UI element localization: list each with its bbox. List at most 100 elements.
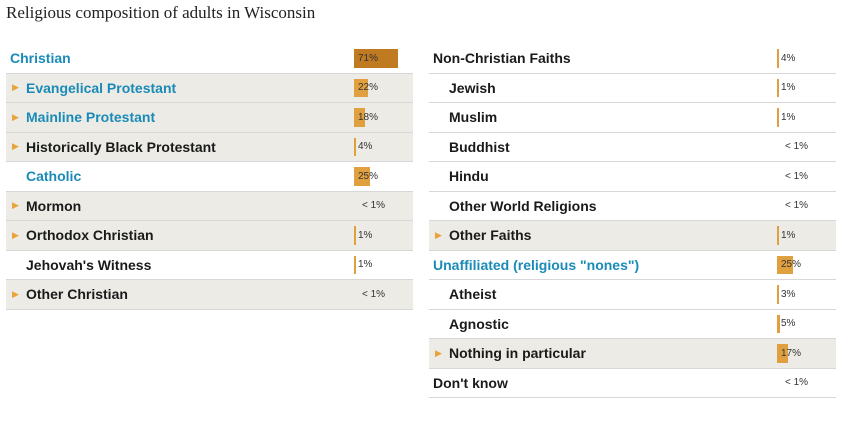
- bar-cell: < 1%: [777, 133, 837, 162]
- row-label: Other Faiths: [449, 227, 532, 244]
- bar-value-label: < 1%: [362, 200, 386, 212]
- expand-arrow-icon[interactable]: ▶: [12, 288, 19, 299]
- bar-cell: 1%: [777, 103, 837, 132]
- bar-value-label: 71%: [358, 52, 379, 64]
- expand-arrow-icon[interactable]: ▶: [12, 82, 19, 93]
- bar: [777, 108, 779, 127]
- expand-arrow-icon[interactable]: ▶: [12, 111, 19, 122]
- bar-value-label: < 1%: [362, 288, 386, 300]
- bar-cell: 1%: [777, 221, 837, 250]
- row-label: Christian: [10, 50, 71, 67]
- table-row: Agnostic 5%: [429, 309, 837, 339]
- table-row: Unaffiliated (religious "nones") 25%: [429, 250, 837, 280]
- table-row: Other World Religions < 1%: [429, 191, 837, 221]
- table-row: Atheist 3%: [429, 280, 836, 310]
- expand-arrow-icon[interactable]: ▶: [12, 141, 19, 152]
- bar-value-label: 18%: [358, 111, 379, 123]
- table-row: Muslim 1%: [429, 103, 836, 133]
- bar-cell: < 1%: [354, 280, 414, 309]
- bar: [777, 78, 779, 97]
- bar-cell: 71%: [354, 44, 414, 73]
- table-row: Christian 71%: [6, 44, 413, 74]
- table-row: Catholic 25%: [6, 162, 413, 192]
- bar-cell: 1%: [354, 221, 414, 250]
- table-row[interactable]: ▶ Historically Black Protestant 4%: [6, 132, 413, 162]
- expand-arrow-icon[interactable]: ▶: [12, 229, 19, 240]
- bar-value-label: 4%: [358, 141, 373, 153]
- expand-arrow-icon[interactable]: ▶: [435, 347, 442, 358]
- bar-value-label: 17%: [781, 347, 802, 359]
- bar: [354, 78, 368, 97]
- bar: [777, 285, 779, 304]
- bar-cell: < 1%: [354, 192, 414, 221]
- bar-value-label: 25%: [358, 170, 379, 182]
- row-label: Buddhist: [449, 138, 510, 155]
- expand-arrow-icon[interactable]: ▶: [12, 200, 19, 211]
- bar-cell: 18%: [354, 103, 414, 132]
- row-label: Atheist: [449, 286, 497, 303]
- row-label: Nothing in particular: [449, 345, 586, 362]
- row-label: Other World Religions: [449, 197, 597, 214]
- bar-value-label: 1%: [358, 259, 373, 271]
- bar-cell: < 1%: [777, 192, 837, 221]
- table-row[interactable]: ▶ Mormon < 1%: [6, 191, 414, 221]
- bar: [354, 226, 356, 245]
- table-row[interactable]: ▶ Mainline Protestant 18%: [6, 103, 413, 133]
- chart-title: Religious composition of adults in Wisco…: [6, 3, 316, 22]
- bar-cell: 3%: [777, 280, 837, 309]
- bar-cell: 5%: [777, 310, 837, 339]
- expand-arrow-icon[interactable]: ▶: [435, 229, 442, 240]
- bar-cell: 1%: [354, 251, 414, 280]
- bar-cell: 17%: [777, 339, 837, 368]
- table-row: Buddhist < 1%: [429, 132, 837, 162]
- bar: [777, 255, 793, 274]
- row-label: Agnostic: [449, 315, 509, 332]
- bar-cell: < 1%: [777, 162, 837, 191]
- bar-value-label: < 1%: [785, 141, 809, 153]
- right-column: Non-Christian Faiths 4% Jewish 1% Muslim 1% Bu…: [429, 44, 836, 398]
- row-label: Don't know: [433, 374, 508, 391]
- bar-value-label: 1%: [781, 82, 796, 94]
- row-label: Evangelical Protestant: [26, 79, 177, 96]
- bar-value-label: 3%: [781, 288, 796, 300]
- table-row: Jehovah's Witness 1%: [6, 250, 414, 280]
- table-row[interactable]: ▶ Nothing in particular 17%: [429, 339, 836, 369]
- row-label: Catholic: [26, 168, 82, 185]
- table-row[interactable]: ▶ Other Faiths 1%: [429, 221, 836, 251]
- row-label: Historically Black Protestant: [26, 138, 216, 155]
- bar: [354, 49, 399, 68]
- bar-value-label: 1%: [781, 229, 796, 241]
- table-row: Non-Christian Faiths 4%: [429, 44, 836, 74]
- bar-value-label: 5%: [781, 318, 796, 330]
- bar: [777, 314, 781, 333]
- bar-value-label: < 1%: [785, 200, 809, 212]
- row-label: Jehovah's Witness: [26, 256, 152, 273]
- table-row: Jewish 1%: [429, 73, 836, 103]
- bar: [777, 344, 788, 363]
- bar-cell: 22%: [354, 74, 414, 103]
- row-label: Muslim: [449, 109, 498, 126]
- bar-cell: < 1%: [777, 369, 837, 398]
- bar-value-label: < 1%: [785, 170, 809, 182]
- bar-value-label: 4%: [781, 52, 796, 64]
- row-label: Orthodox Christian: [26, 227, 154, 244]
- table-row: Don't know < 1%: [429, 368, 837, 398]
- bar: [354, 167, 370, 186]
- bar-value-label: 1%: [358, 229, 373, 241]
- table-row: Hindu < 1%: [429, 162, 836, 192]
- bar-cell: 25%: [777, 251, 837, 280]
- table-row[interactable]: ▶ Orthodox Christian 1%: [6, 221, 413, 251]
- bar-value-label: 25%: [781, 259, 802, 271]
- bar-value-label: < 1%: [785, 377, 809, 389]
- table-row[interactable]: ▶ Evangelical Protestant 22%: [6, 73, 414, 103]
- bar-value-label: 1%: [781, 111, 796, 123]
- bar: [354, 108, 366, 127]
- bar: [777, 226, 779, 245]
- row-label: Hindu: [449, 168, 489, 185]
- bar-cell: 25%: [354, 162, 414, 191]
- left-column: Christian 71% ▶ Evangelical Protestant 22% ▶ M…: [6, 44, 413, 310]
- table-row[interactable]: ▶ Other Christian < 1%: [6, 280, 413, 310]
- bar-cell: 4%: [777, 44, 837, 73]
- bar: [354, 137, 357, 156]
- row-label: Mainline Protestant: [26, 109, 156, 126]
